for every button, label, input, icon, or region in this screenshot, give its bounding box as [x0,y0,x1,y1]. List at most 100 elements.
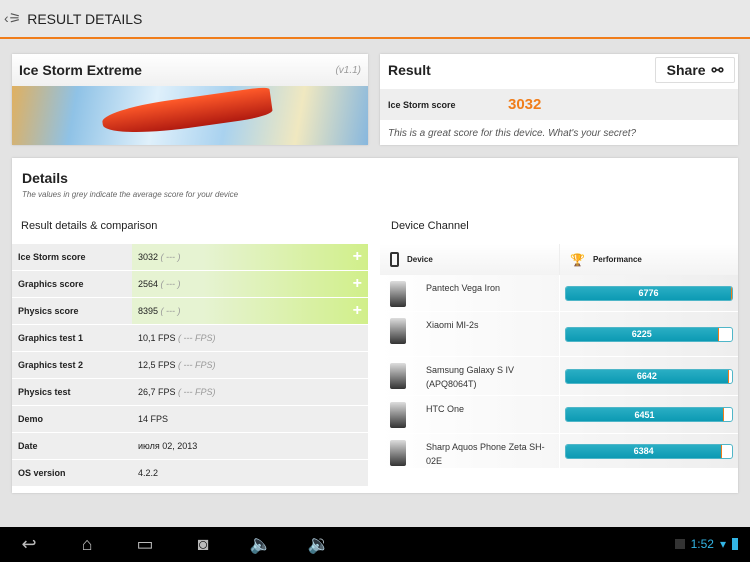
device-row[interactable]: HTC One 6451 [380,396,738,434]
row-value: 8395 [138,306,159,316]
row-label: Graphics score [18,279,84,289]
performance-bar: 6776 [565,285,733,301]
performance-bar-fill: 6451 [566,408,725,421]
details-row: Graphics test 2 12,5 FPS ( --- FPS) [12,352,368,379]
expand-plus-icon[interactable]: + [352,302,362,319]
device-thumbnail [390,402,406,428]
back-icon[interactable]: ↩ [21,534,37,554]
share-icon: ⚯ [711,61,724,78]
result-message: This is a great score for this device. W… [388,128,637,139]
row-average: ( --- FPS) [178,360,216,370]
row-value: 4.2.2 [138,468,159,478]
row-label: Graphics test 1 [18,333,84,343]
battery-icon [732,538,738,550]
device-channel-table: Device 🏆 Performance Pantech Vega Iron 677… [380,244,738,469]
performance-bar: 6384 [565,443,733,459]
device-row[interactable]: Samsung Galaxy S IV (APQ8064T) 6642 [380,357,738,396]
status-area: 1:52 ▾ [674,537,738,551]
expand-plus-icon[interactable]: + [352,275,362,292]
system-nav-bar: ↩ ⌂ ▭ ◙ 🔈 🔉 [0,527,750,562]
row-average: ( --- ) [160,306,181,316]
performance-score: 6642 [636,371,657,381]
performance-column-header: Performance [592,255,642,264]
trophy-icon: 🏆 [570,252,585,267]
details-card: Details The values in grey indicate the … [12,158,738,493]
benchmark-title: Ice Storm Extreme [19,62,142,78]
result-title: Result [388,62,431,78]
comparison-title: Result details & comparison [21,220,158,232]
device-thumbnail [390,363,406,389]
expand-plus-icon[interactable]: + [352,248,362,265]
screenshot-icon[interactable]: ◙ [197,534,209,554]
score-label: Ice Storm score [388,99,456,110]
details-row[interactable]: Graphics score 2564 ( --- ) + [12,271,368,298]
row-value: 12,5 FPS [138,360,176,370]
benchmark-version: (v1.1) [335,64,361,76]
performance-score: 6451 [634,409,655,420]
back-logo-icon[interactable]: ‹⚞ [4,10,22,26]
details-row[interactable]: Ice Storm score 3032 ( --- ) + [12,244,368,271]
volume-down-icon[interactable]: 🔈 [249,534,273,554]
device-name: HTC One [426,404,465,414]
row-value: 10,1 FPS [138,333,176,343]
performance-bar: 6451 [565,407,733,422]
details-subtitle: The values in grey indicate the average … [22,190,239,199]
details-row: Demo 14 FPS [12,406,368,433]
row-label: Demo [18,414,44,424]
device-thumbnail [390,318,406,344]
row-label: Physics score [18,306,79,316]
details-title: Details [22,170,68,186]
performance-score: 6776 [638,288,659,298]
performance-bar-fill: 6384 [566,444,723,458]
clock: 1:52 [690,537,714,551]
benchmark-banner-image [12,86,368,145]
score-value: 3032 [508,96,542,113]
row-average: ( --- FPS) [178,387,216,397]
share-label: Share [666,62,706,78]
performance-bar-fill: 6776 [566,286,732,300]
action-bar: ‹⚞ RESULT DETAILS [0,0,750,39]
device-row[interactable]: Sharp Aquos Phone Zeta SH-02E 6384 [380,434,738,469]
gallery-notification-icon [674,539,685,549]
row-value: 14 FPS [138,414,169,424]
device-name: Xiaomi MI-2s [426,320,479,330]
wifi-icon: ▾ [719,537,726,551]
phone-icon [390,252,399,267]
recent-apps-icon[interactable]: ▭ [136,534,154,554]
row-label: OS version [18,468,66,478]
row-average: ( --- FPS) [178,333,216,343]
details-row: OS version 4.2.2 [12,460,368,487]
performance-score: 6225 [631,329,652,339]
device-row[interactable]: Xiaomi MI-2s 6225 [380,312,738,357]
device-thumbnail [390,281,406,307]
row-average: ( --- ) [160,252,181,262]
volume-up-icon[interactable]: 🔉 [307,534,331,554]
device-column-header: Device [407,255,433,264]
row-label: Date [18,441,38,451]
row-value: 3032 [138,252,159,262]
details-row: Graphics test 1 10,1 FPS ( --- FPS) [12,325,368,352]
performance-bar: 6225 [565,326,733,342]
details-table: Ice Storm score 3032 ( --- ) + Graphics sco… [12,244,368,487]
row-average: ( --- ) [160,279,181,289]
row-value: июля 02, 2013 [138,441,198,451]
row-label: Graphics test 2 [18,360,84,370]
performance-bar: 6642 [565,368,733,384]
details-row[interactable]: Physics score 8395 ( --- ) + [12,298,368,325]
device-name: Sharp Aquos Phone Zeta SH-02E [426,442,545,466]
device-name: Pantech Vega Iron [426,283,501,293]
benchmark-card: Ice Storm Extreme (v1.1) [12,54,368,145]
result-card: Result Share ⚯ Ice Storm score 3032 This i… [380,54,738,145]
home-icon[interactable]: ⌂ [81,534,93,554]
row-value: 2564 [138,279,159,289]
page-title: RESULT DETAILS [27,10,143,27]
details-row: Physics test 26,7 FPS ( --- FPS) [12,379,368,406]
performance-score: 6384 [633,446,654,456]
details-row: Date июля 02, 2013 [12,433,368,460]
row-label: Physics test [18,387,71,397]
device-name: Samsung Galaxy S IV (APQ8064T) [426,365,515,389]
share-button[interactable]: Share ⚯ [655,57,735,83]
device-row[interactable]: Pantech Vega Iron 6776 [380,275,738,312]
performance-bar-fill: 6225 [566,327,719,341]
device-channel-title: Device Channel [391,220,469,232]
